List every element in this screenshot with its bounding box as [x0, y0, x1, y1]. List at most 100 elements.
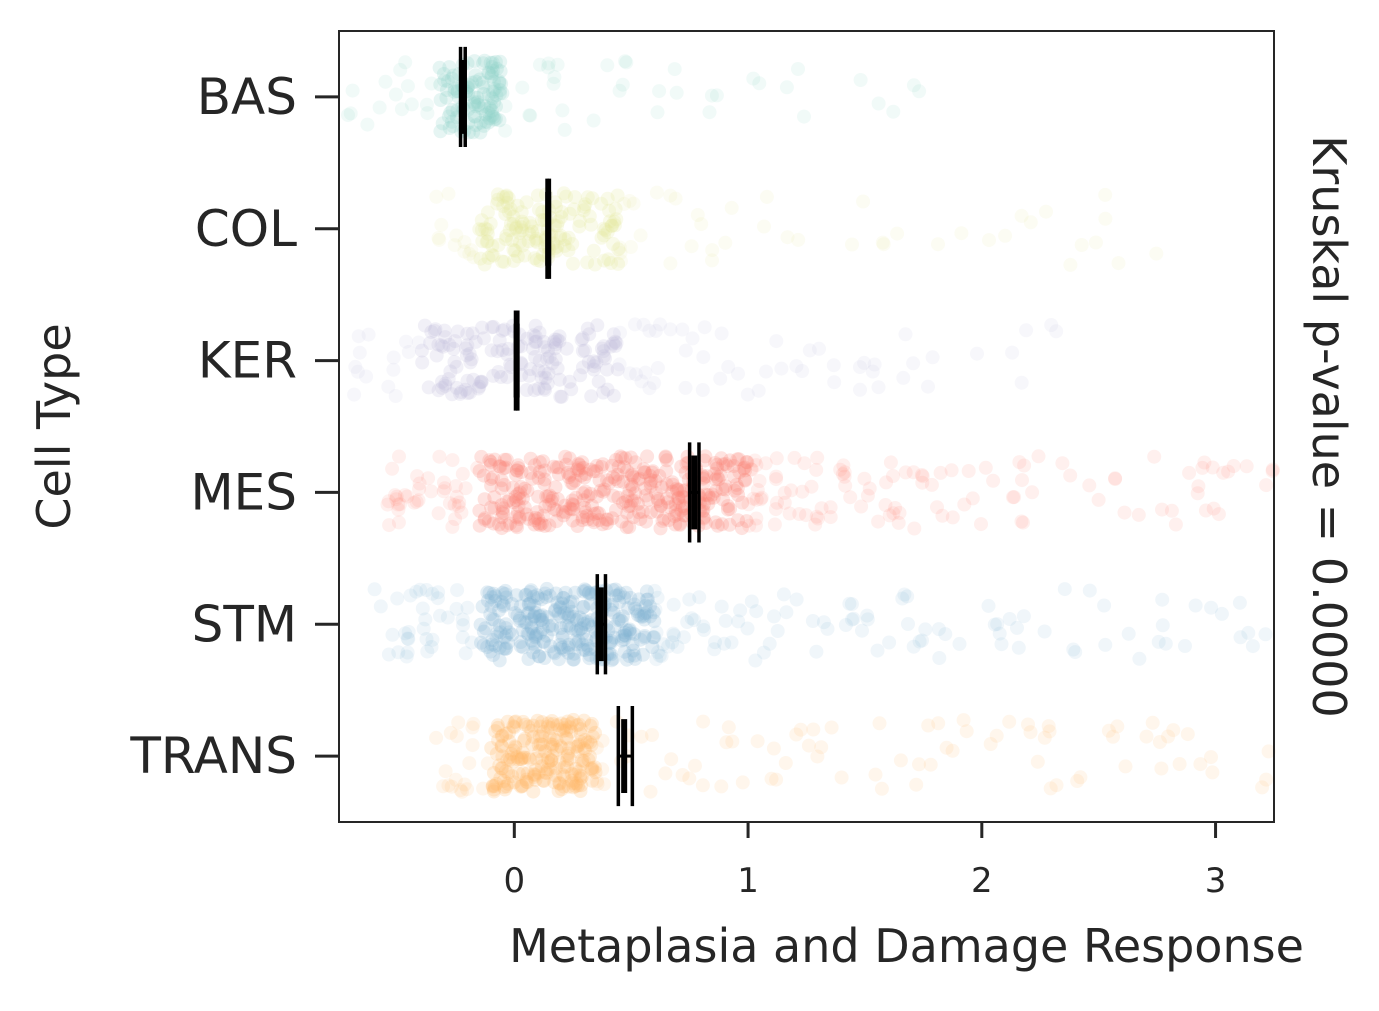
data-point: [533, 719, 548, 734]
data-point: [952, 636, 967, 651]
data-point: [494, 729, 509, 744]
data-point: [515, 80, 530, 95]
data-point: [389, 489, 404, 504]
data-point: [556, 642, 571, 657]
data-point: [446, 68, 461, 83]
data-point: [1188, 598, 1203, 613]
data-point: [596, 349, 611, 364]
data-point: [604, 218, 619, 233]
data-point: [837, 469, 852, 484]
data-point: [648, 602, 663, 617]
data-point: [619, 520, 634, 535]
data-point: [1151, 634, 1166, 649]
data-point: [494, 739, 509, 754]
data-point: [490, 344, 505, 359]
data-point: [748, 653, 763, 668]
data-point: [714, 779, 729, 794]
data-point: [857, 471, 872, 486]
data-point: [726, 459, 741, 473]
data-point: [541, 716, 556, 731]
data-point: [613, 325, 627, 340]
data-point: [519, 615, 534, 630]
data-point: [531, 649, 546, 664]
data-point: [678, 380, 693, 395]
data-point: [450, 583, 465, 598]
data-point: [561, 645, 576, 660]
data-point: [721, 720, 736, 735]
data-point: [1241, 625, 1256, 640]
data-point: [886, 506, 901, 521]
data-point: [932, 651, 947, 665]
data-point: [1265, 464, 1280, 479]
data-point: [718, 457, 733, 471]
data-point: [550, 595, 565, 610]
data-point: [1172, 757, 1187, 771]
data-point: [1097, 598, 1112, 613]
data-point: [536, 635, 551, 649]
data-point: [564, 773, 579, 788]
data-point: [433, 124, 448, 139]
data-point: [680, 615, 695, 629]
data-point: [721, 502, 735, 517]
data-point: [914, 468, 929, 482]
data-point: [485, 778, 500, 793]
data-point: [565, 497, 580, 512]
data-point: [542, 588, 557, 603]
data-point: [517, 750, 532, 765]
data-point: [495, 343, 510, 358]
data-point: [560, 606, 575, 621]
data-point: [509, 467, 524, 482]
data-point: [482, 111, 497, 126]
data-point: [500, 195, 515, 210]
data-point: [720, 459, 735, 474]
data-point: [650, 105, 665, 120]
data-point: [512, 491, 527, 506]
data-point: [485, 779, 500, 794]
data-point: [415, 601, 430, 616]
data-point: [891, 515, 906, 530]
data-point: [400, 645, 415, 660]
data-point: [708, 515, 723, 530]
data-point: [558, 498, 572, 513]
data-point: [611, 490, 626, 505]
data-point: [576, 599, 591, 614]
data-point: [576, 493, 591, 508]
data-point: [447, 355, 462, 369]
data-point: [609, 212, 624, 227]
data-point: [545, 748, 560, 763]
data-point: [568, 473, 583, 488]
data-point: [701, 496, 716, 511]
data-point: [945, 743, 960, 758]
data-point: [391, 645, 406, 660]
data-point: [592, 473, 607, 488]
data-point: [565, 237, 580, 251]
data-point: [697, 453, 712, 468]
data-point: [531, 471, 546, 485]
data-point: [460, 338, 475, 353]
data-point: [682, 771, 697, 786]
data-point: [1108, 472, 1123, 486]
data-point: [714, 451, 729, 466]
data-point: [668, 191, 683, 206]
data-point: [1180, 727, 1195, 742]
data-point: [552, 722, 567, 737]
data-point: [735, 775, 750, 790]
data-point: [944, 463, 959, 478]
data-point: [572, 219, 587, 234]
strip-mes: [380, 449, 1280, 536]
data-point: [659, 477, 674, 492]
data-point: [489, 746, 504, 761]
data-point: [514, 752, 528, 767]
data-point: [531, 738, 546, 753]
data-point: [572, 717, 587, 732]
data-point: [546, 644, 561, 659]
data-point: [646, 630, 661, 645]
data-point: [574, 621, 589, 635]
data-point: [485, 108, 499, 123]
data-point: [653, 521, 668, 536]
data-point: [506, 743, 521, 758]
data-point: [466, 372, 481, 387]
data-point: [476, 638, 491, 653]
data-point: [878, 498, 893, 512]
data-point: [638, 598, 653, 613]
